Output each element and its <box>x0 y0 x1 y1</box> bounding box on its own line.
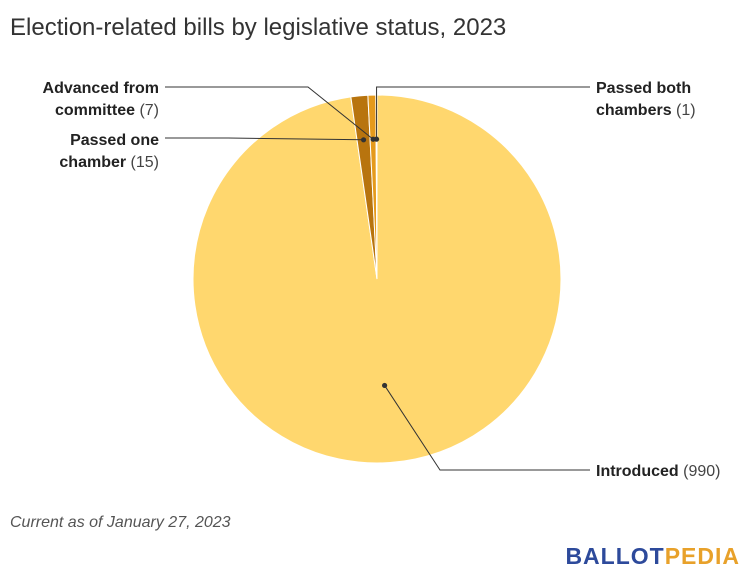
slice-label-count: (1) <box>672 102 696 119</box>
leader-line-advanced-from-committee <box>165 86 374 140</box>
slice-label-passed-one-chamber: Passed one chamber (15) <box>59 132 159 171</box>
leader-line-introduced <box>384 385 590 471</box>
slice-label-name: committee <box>55 102 135 119</box>
leader-line-passed-one-chamber <box>165 137 364 141</box>
leader-line-passed-both-chambers <box>376 86 590 140</box>
leader-dot-introduced <box>382 382 388 389</box>
leader-dot-passed-both-chambers <box>373 136 380 142</box>
slice-label-name: Advanced from <box>43 80 159 97</box>
leader-lines <box>165 86 590 471</box>
leader-dot-passed-one-chamber <box>360 137 367 143</box>
pie-slices <box>192 94 562 464</box>
slice-label-name: chamber <box>59 154 126 171</box>
logo-part-pedia: PEDIA <box>664 543 740 569</box>
slice-label-passed-both-chambers: Passed both chambers (1) <box>596 80 696 119</box>
slice-label-introduced: Introduced (990) <box>596 463 720 480</box>
slice-label-advanced-from-committee: Advanced from committee (7) <box>43 80 159 119</box>
chart-title: Election-related bills by legislative st… <box>10 14 507 41</box>
logo-part-ballot: BALLOT <box>565 543 665 569</box>
footnote: Current as of January 27, 2023 <box>10 514 231 531</box>
slice-label-name: Passed both <box>596 80 691 97</box>
slice-label-name: Introduced <box>596 463 679 480</box>
slice-labels: Advanced from committee (7) Passed one cham… <box>43 80 721 480</box>
ballotpedia-logo: BALLOTPEDIA <box>565 543 740 570</box>
slice-label-count: (15) <box>126 154 159 171</box>
slice-label-name: chambers <box>596 102 672 119</box>
slice-label-count: (7) <box>135 102 159 119</box>
slice-label-count: (990) <box>679 463 721 480</box>
slice-label-name: Passed one <box>70 132 159 149</box>
